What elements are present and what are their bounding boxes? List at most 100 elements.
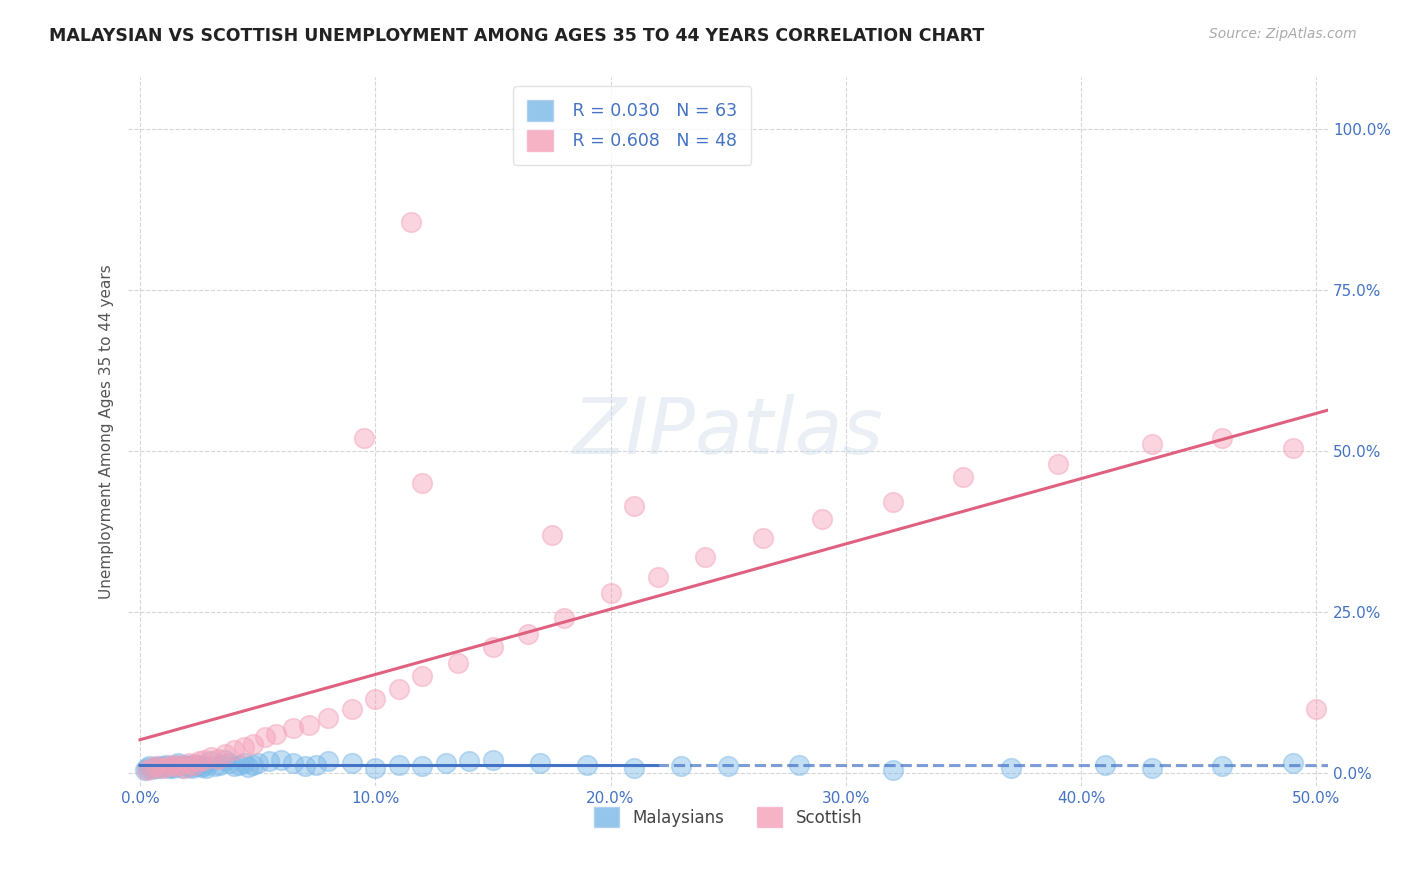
Point [141,761,163,775]
Point [399,215,422,229]
Point [148,759,170,773]
Point [150,761,173,775]
Point [446,657,468,671]
Point [364,691,387,706]
Point [647,569,669,583]
Point [183,756,205,771]
Point [787,758,810,772]
Point [173,757,195,772]
Point [458,754,481,768]
Point [411,759,433,773]
Point [187,754,209,768]
Point [228,757,250,772]
Point [952,469,974,483]
Point [540,527,562,541]
Point [1140,761,1163,775]
Point [1094,758,1116,772]
Point [193,759,215,773]
Point [482,640,505,655]
Y-axis label: Unemployment Among Ages 35 to 44 years: Unemployment Among Ages 35 to 44 years [100,264,114,599]
Point [145,759,167,773]
Text: MALAYSIAN VS SCOTTISH UNEMPLOYMENT AMONG AGES 35 TO 44 YEARS CORRELATION CHART: MALAYSIAN VS SCOTTISH UNEMPLOYMENT AMONG… [49,27,984,45]
Point [224,759,246,773]
Point [811,511,834,525]
Point [294,759,316,773]
Point [316,711,339,725]
Point [138,759,160,773]
Text: ZIPatlas: ZIPatlas [572,393,883,469]
Point [186,759,208,773]
Point [669,759,692,773]
Point [281,721,304,735]
Point [169,759,191,773]
Point [155,760,177,774]
Point [136,763,159,777]
Point [1000,761,1022,775]
Point [482,753,505,767]
Point [204,759,226,773]
Point [218,756,240,771]
Point [232,740,254,755]
Point [434,756,457,771]
Point [623,761,645,775]
Point [253,731,276,745]
Point [150,761,173,775]
Point [388,758,411,772]
Point [1282,441,1305,455]
Point [1305,701,1327,715]
Point [179,756,201,771]
Point [152,759,174,773]
Point [1211,431,1233,445]
Point [207,752,229,766]
Text: Source: ZipAtlas.com: Source: ZipAtlas.com [1209,27,1357,41]
Point [340,701,363,715]
Point [882,763,904,777]
Point [1046,457,1069,471]
Point [169,757,191,772]
Point [242,737,264,751]
Point [159,758,181,772]
Point [200,754,222,768]
Point [717,759,740,773]
Point [180,761,202,775]
Point [882,495,904,509]
Point [246,756,269,771]
Point [553,611,575,625]
Point [183,758,205,772]
Point [214,747,236,761]
Point [141,762,163,776]
Point [208,758,231,772]
Point [599,585,621,599]
Point [157,761,180,775]
Point [259,754,281,768]
Point [172,761,194,775]
Point [576,758,599,772]
Point [159,760,181,774]
Point [194,761,217,775]
Point [411,669,433,683]
Point [173,761,195,775]
Point [388,682,411,697]
Point [193,753,215,767]
Point [187,758,209,772]
Legend: Malaysians, Scottish: Malaysians, Scottish [588,800,869,834]
Point [155,758,177,772]
Point [752,531,775,545]
Point [232,756,254,770]
Point [134,763,156,777]
Point [224,743,246,757]
Point [270,753,292,767]
Point [623,499,645,513]
Point [305,758,328,772]
Point [136,761,159,775]
Point [176,759,198,773]
Point [165,759,187,773]
Point [340,756,363,771]
Point [411,476,433,491]
Point [143,760,166,774]
Point [298,717,321,731]
Point [190,760,212,774]
Point [364,761,387,775]
Point [266,727,288,741]
Point [281,756,304,771]
